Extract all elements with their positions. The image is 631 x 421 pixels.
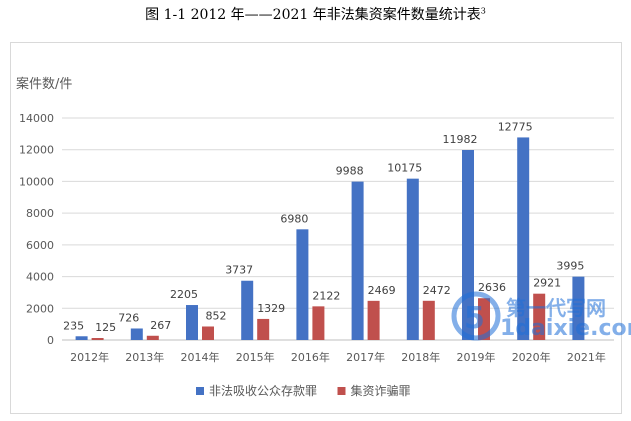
x-tick-label: 2014年 [181, 350, 220, 364]
figure-caption: 图 1-1 2012 年——2021 年非法集资案件数量统计表3 [0, 4, 631, 24]
watermark-logo-icon: 5 [451, 291, 501, 341]
watermark: 5 第一代写网 1daixie.com [448, 288, 631, 344]
x-tick-label: 2020年 [512, 350, 551, 364]
bar-series2 [422, 300, 435, 340]
x-tick-label: 2015年 [236, 350, 275, 364]
y-tick-label: 8000 [26, 207, 54, 220]
footnote-marker: 3 [480, 6, 486, 16]
data-label: 726 [118, 311, 139, 324]
data-label: 2205 [170, 288, 198, 301]
x-tick-label: 2016年 [291, 350, 330, 364]
data-label: 852 [206, 309, 227, 322]
data-label: 1329 [257, 302, 285, 315]
bar-series2 [312, 306, 325, 340]
y-tick-label: 4000 [26, 271, 54, 284]
y-tick-label: 10000 [19, 175, 54, 188]
y-tick-label: 14000 [19, 112, 54, 125]
x-tick-label: 2021年 [567, 350, 606, 364]
bar-series1 [351, 181, 364, 340]
x-tick-label: 2018年 [401, 350, 440, 364]
bar-series1 [517, 137, 530, 340]
x-tick-label: 2012年 [70, 350, 109, 364]
data-label: 12775 [498, 120, 533, 133]
bar-series1 [241, 280, 254, 340]
data-label: 2469 [368, 284, 396, 297]
y-axis-label: 案件数/件 [16, 77, 72, 92]
data-label: 10175 [387, 162, 422, 175]
data-label: 267 [150, 319, 171, 332]
data-label: 2636 [478, 281, 506, 294]
bar-series1 [130, 328, 143, 340]
x-tick-label: 2013年 [125, 350, 164, 364]
caption-text: 图 1-1 2012 年——2021 年非法集资案件数量统计表 [145, 7, 481, 23]
data-label: 3995 [556, 260, 584, 273]
legend-swatch [337, 387, 346, 395]
bar-series2 [367, 300, 380, 340]
bars [75, 137, 585, 340]
bar-series2 [146, 335, 159, 340]
x-axis-ticks: 2012年 2013年 2014年 2015年 2016年 2017年 2018年 2019年… [70, 350, 606, 364]
data-label: 9988 [336, 165, 364, 178]
y-tick-label: 6000 [26, 239, 54, 252]
data-label: 125 [95, 321, 116, 334]
bar-series2 [478, 298, 490, 340]
data-label: 3737 [225, 264, 253, 277]
x-tick-label: 2019年 [457, 350, 496, 364]
data-label: 2122 [312, 289, 340, 302]
bar-series1 [186, 305, 198, 340]
svg-text:5: 5 [464, 301, 485, 336]
data-label: 2921 [533, 277, 561, 290]
y-tick-label: 12000 [19, 144, 54, 157]
data-label: 11982 [443, 133, 478, 146]
legend-entry: 非法吸收公众存款罪 [209, 384, 317, 398]
bar-series2 [257, 318, 270, 340]
y-axis-ticks: 0 2000 4000 6000 8000 10000 12000 14000 [19, 112, 54, 347]
legend-entry: 集资诈骗罪 [351, 383, 411, 398]
data-label: 2472 [423, 284, 451, 297]
data-label: 235 [63, 319, 84, 332]
bar-series1 [75, 336, 88, 340]
x-tick-label: 2017年 [346, 350, 385, 364]
legend: 非法吸收公众存款罪 集资诈骗罪 [196, 383, 411, 398]
watermark-url: 1daixie.com [500, 316, 631, 341]
y-tick-label: 0 [47, 334, 54, 347]
bar-series1 [406, 178, 419, 340]
bar-series2 [202, 326, 214, 340]
chart-frame [10, 42, 622, 414]
legend-swatch [196, 387, 204, 395]
watermark-text: 第一代写网 [506, 296, 606, 320]
data-label: 6980 [280, 212, 308, 225]
bar-series1 [572, 276, 585, 340]
bar-series1 [296, 229, 309, 340]
y-tick-label: 2000 [26, 302, 54, 315]
bar-series2 [533, 293, 546, 340]
bar-series2 [91, 338, 104, 340]
